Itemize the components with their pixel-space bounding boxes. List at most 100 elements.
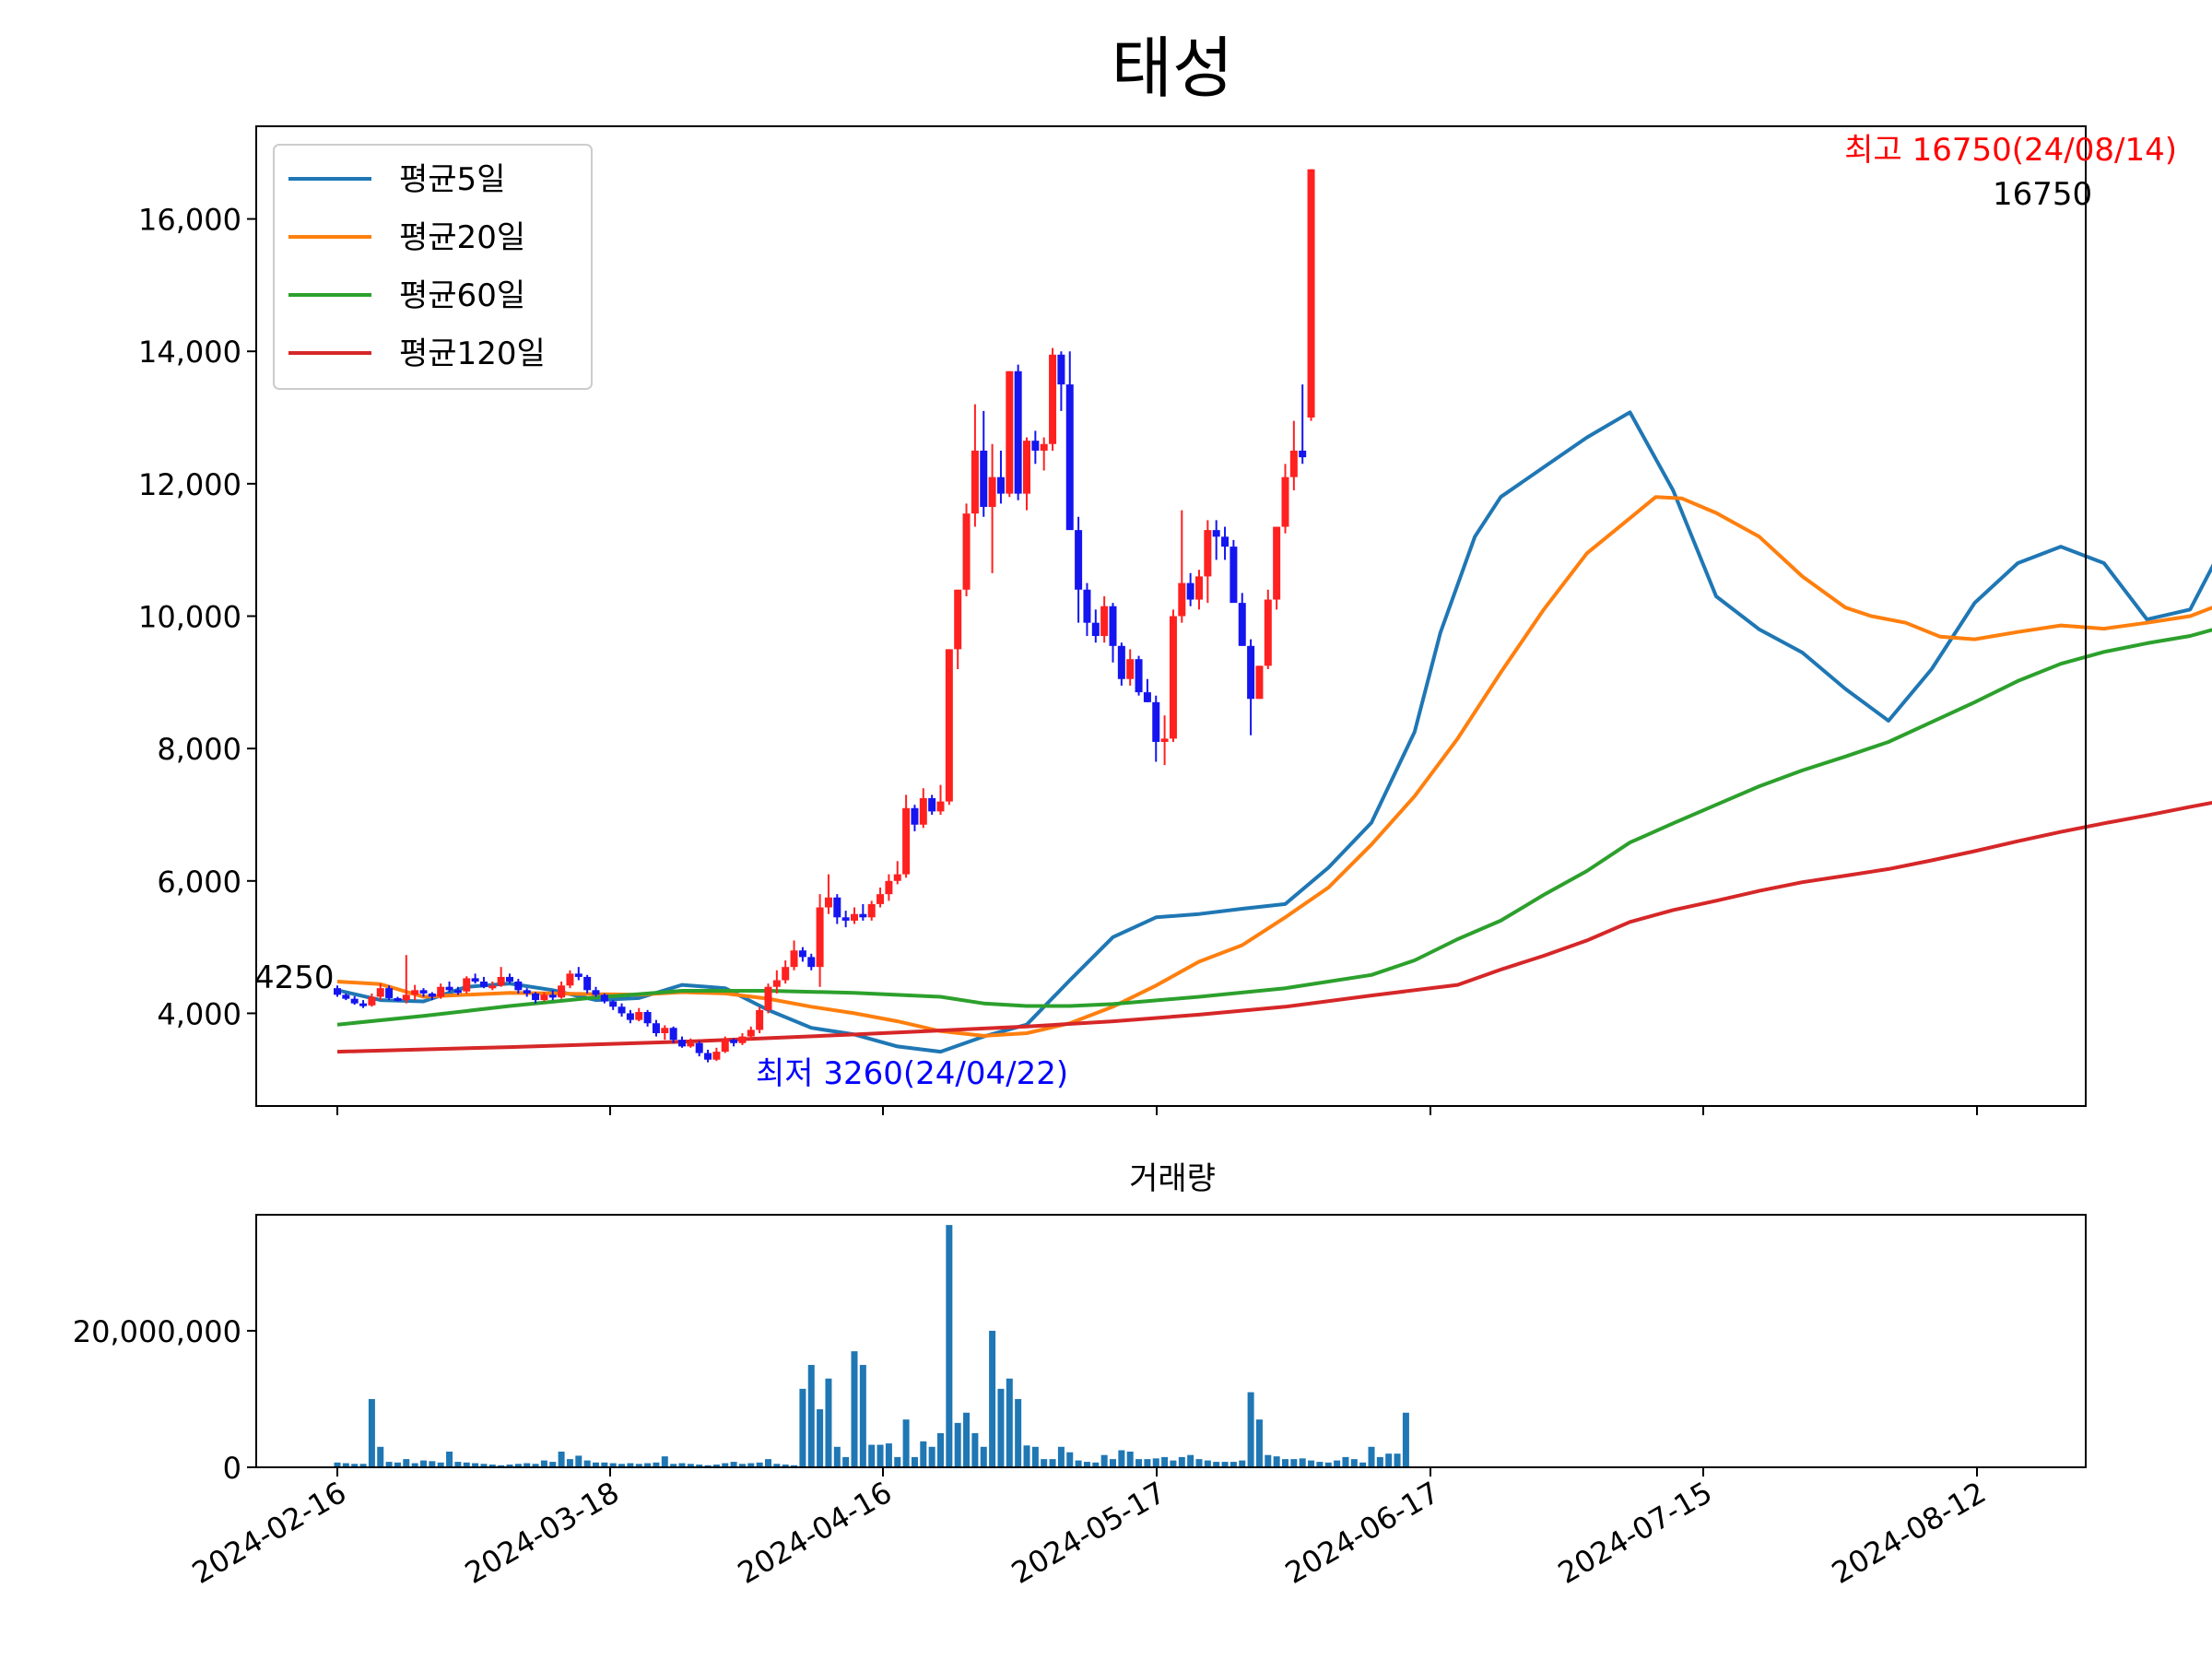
- volume-bar: [722, 1463, 729, 1467]
- candle-body: [1273, 526, 1281, 600]
- high-annotation: 최고 16750(24/08/14): [1844, 132, 2177, 169]
- candle-body: [618, 1006, 626, 1014]
- volume-bar: [1290, 1459, 1298, 1467]
- volume-bar: [351, 1464, 359, 1467]
- candle-body: [1065, 384, 1074, 531]
- volume-bar: [1041, 1459, 1048, 1467]
- candle-body: [971, 450, 979, 514]
- candle-body: [1014, 371, 1022, 494]
- volume-y-axis: 0 20,000,000: [73, 1314, 256, 1486]
- price-y-tick-label: 14,000: [138, 335, 241, 370]
- volume-bar: [1110, 1459, 1116, 1467]
- candle-body: [790, 950, 798, 968]
- volume-bar: [540, 1460, 547, 1467]
- volume-bar: [1265, 1454, 1272, 1467]
- volume-bar: [661, 1456, 668, 1467]
- legend-label-ma60: 평균60일: [399, 277, 525, 314]
- candle-body: [1178, 582, 1186, 617]
- candle-body: [936, 801, 945, 812]
- candle-body: [1049, 354, 1057, 444]
- volume-bar: [799, 1388, 806, 1467]
- candle-body: [558, 985, 566, 998]
- candle-body: [841, 917, 850, 921]
- volume-bar: [696, 1465, 703, 1467]
- line-ma5: [336, 410, 2212, 1054]
- volume-bar: [851, 1351, 858, 1467]
- candle-body: [1264, 599, 1272, 666]
- candle-body: [652, 1023, 660, 1033]
- candle-body: [919, 798, 927, 825]
- volume-bar: [549, 1462, 557, 1467]
- volume-bar: [1075, 1460, 1082, 1467]
- candle-body: [479, 981, 488, 987]
- candle-body: [945, 649, 953, 802]
- volume-bar: [1359, 1462, 1367, 1467]
- candle-body: [506, 976, 513, 982]
- volume-bar: [429, 1461, 436, 1467]
- volume-bar: [488, 1465, 496, 1467]
- candle-body: [1143, 692, 1151, 702]
- volume-bar: [1342, 1456, 1349, 1467]
- candle-body: [376, 988, 384, 997]
- candle-body: [1117, 645, 1125, 679]
- volume-bar: [1152, 1458, 1159, 1467]
- volume-bar: [1066, 1452, 1074, 1467]
- volume-bar: [902, 1419, 910, 1467]
- candle-body: [893, 874, 901, 881]
- candle-body: [1230, 547, 1238, 604]
- volume-bar: [472, 1463, 479, 1467]
- volume-bar: [989, 1330, 996, 1467]
- volume-bar: [687, 1464, 694, 1467]
- volume-bar: [1368, 1446, 1375, 1467]
- volume-bar: [618, 1464, 626, 1467]
- candle-body: [1075, 530, 1083, 590]
- volume-bar: [532, 1464, 539, 1467]
- candle-body: [816, 907, 824, 968]
- volume-bar: [653, 1462, 660, 1467]
- candle-body: [1152, 701, 1160, 742]
- candle-body: [548, 994, 557, 998]
- volume-bar: [403, 1459, 410, 1467]
- volume-bar: [524, 1463, 531, 1467]
- volume-bar: [1247, 1392, 1254, 1467]
- volume-bar: [997, 1388, 1005, 1467]
- legend-box: [273, 144, 593, 390]
- volume-bar: [1170, 1460, 1177, 1467]
- candle-body: [514, 981, 523, 991]
- volume-bar: [980, 1446, 987, 1467]
- candle-body: [1169, 616, 1177, 739]
- candle-body: [359, 1003, 368, 1006]
- volume-bar: [1324, 1462, 1332, 1467]
- volume-bar: [1126, 1451, 1134, 1467]
- volume-bar: [1023, 1445, 1030, 1467]
- candle-body: [867, 903, 876, 918]
- volume-bar: [704, 1465, 712, 1467]
- volume-bar: [385, 1462, 393, 1467]
- candle-body: [643, 1012, 652, 1024]
- volume-bar: [1100, 1454, 1108, 1467]
- candle-body: [1109, 606, 1117, 646]
- candle-body: [540, 994, 548, 1001]
- price-y-tick-label: 6,000: [157, 865, 241, 900]
- candle-body: [1247, 645, 1255, 700]
- candle-body: [1299, 450, 1307, 458]
- volume-bar: [825, 1378, 832, 1467]
- candle-body: [453, 990, 462, 994]
- volume-bar: [446, 1451, 453, 1467]
- low-annotation: 최저 3260(24/04/22): [756, 1055, 1068, 1092]
- candle-body: [704, 1053, 712, 1060]
- candle-body: [350, 998, 359, 1004]
- candle-body: [445, 986, 453, 991]
- candle-body: [419, 990, 428, 994]
- volume-bar: [1135, 1459, 1143, 1467]
- candle-body: [1031, 441, 1040, 451]
- volume-bar: [437, 1462, 444, 1467]
- candle-body: [1221, 536, 1230, 547]
- candle-body: [600, 994, 608, 1002]
- candle-body: [1160, 738, 1169, 742]
- volume-bar: [773, 1464, 781, 1467]
- candle-body: [851, 913, 858, 921]
- legend-entry-ma120: 평균120일: [288, 335, 546, 372]
- candle-body: [954, 589, 962, 650]
- volume-bar: [712, 1465, 720, 1467]
